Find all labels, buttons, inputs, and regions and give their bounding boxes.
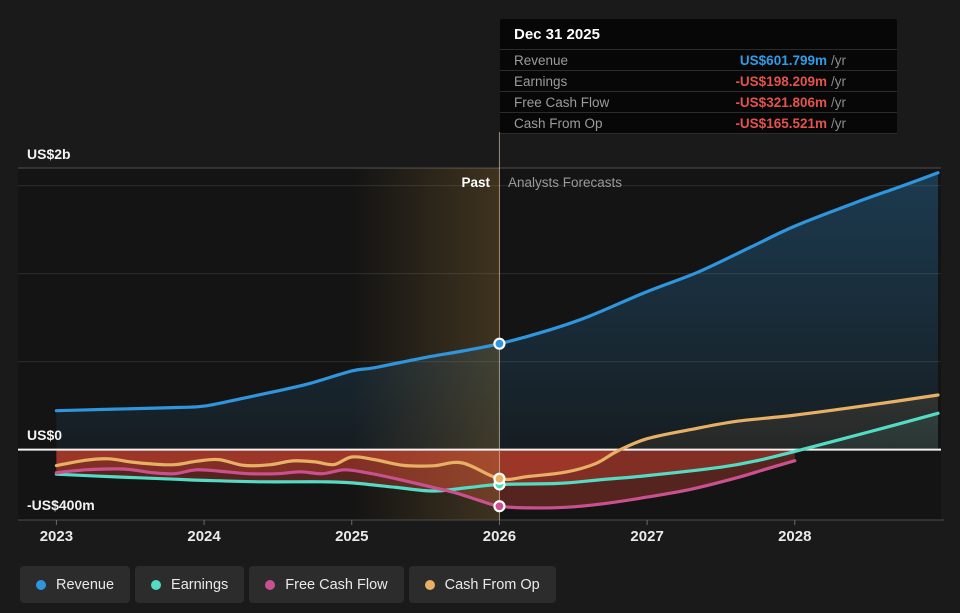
y-axis-label-max: US$2b xyxy=(27,146,71,162)
tooltip-panel: Dec 31 2025 Revenue US$601.799m/yr Earni… xyxy=(500,19,897,134)
x-tick-label: 2028 xyxy=(778,528,811,545)
x-tick-label: 2025 xyxy=(335,528,368,545)
tooltip-row-label: Cash From Op xyxy=(514,115,603,131)
legend-label: Revenue xyxy=(56,576,115,593)
tooltip-row-unit: /yr xyxy=(831,73,846,89)
y-axis-label-zero: US$0 xyxy=(27,427,63,443)
tooltip-row-label: Revenue xyxy=(514,52,569,68)
revenue-area-positive xyxy=(56,172,938,450)
legend-free-cash-flow-button[interactable]: Free Cash Flow xyxy=(249,566,404,603)
cash-from-op-area-positive xyxy=(56,395,938,450)
analysts-forecasts-label: Analysts Forecasts xyxy=(508,175,623,190)
legend-cash-from-op-button[interactable]: Cash From Op xyxy=(408,566,556,603)
tooltip-row-label: Free Cash Flow xyxy=(514,94,610,110)
legend-revenue-button[interactable]: Revenue xyxy=(20,566,131,603)
legend-label: Free Cash Flow xyxy=(285,576,388,593)
tooltip-row-value: -US$165.521m xyxy=(735,115,827,131)
revenue-data-point-dot[interactable] xyxy=(493,337,506,350)
tooltip-row-free-cash-flow: Free Cash Flow -US$321.806m/yr xyxy=(500,91,897,112)
free-cash-flow-dot-icon xyxy=(265,579,276,590)
free-cash-flow-data-point-dot[interactable] xyxy=(493,500,506,513)
tooltip-row-cash-from-op: Cash From Op -US$165.521m/yr xyxy=(500,112,897,134)
legend-label: Cash From Op xyxy=(444,576,540,593)
past-label: Past xyxy=(461,175,490,190)
free-cash-flow-line xyxy=(54,459,797,510)
earnings-dot-icon xyxy=(151,579,162,590)
y-axis-label-min: -US$400m xyxy=(27,497,95,513)
x-tick-label: 2023 xyxy=(40,528,73,545)
cash-from-op-data-point-dot[interactable] xyxy=(493,472,506,485)
tooltip-row-revenue: Revenue US$601.799m/yr xyxy=(500,49,897,70)
legend-earnings-button[interactable]: Earnings xyxy=(135,566,245,603)
tooltip-row-earnings: Earnings -US$198.209m/yr xyxy=(500,70,897,91)
tooltip-row-unit: /yr xyxy=(831,115,846,131)
legend: Revenue Earnings Free Cash Flow Cash Fro… xyxy=(20,566,556,603)
revenue-dot-icon xyxy=(36,579,46,590)
x-tick-label: 2024 xyxy=(187,528,221,545)
cash-from-op-line xyxy=(54,393,940,482)
tooltip-date-title: Dec 31 2025 xyxy=(514,26,600,43)
legend-label: Earnings xyxy=(171,576,229,593)
revenue-line xyxy=(54,171,940,413)
cash-from-op-dot-icon xyxy=(424,579,435,590)
tooltip-row-unit: /yr xyxy=(831,52,846,68)
tooltip-row-label: Earnings xyxy=(514,73,568,89)
earnings-line xyxy=(54,411,940,493)
x-tick-label: 2027 xyxy=(630,528,663,545)
tooltip-row-unit: /yr xyxy=(831,94,846,110)
x-tick-label: 2026 xyxy=(483,528,516,545)
tooltip-row-value: -US$321.806m xyxy=(735,94,827,110)
tooltip-row-value: US$601.799m xyxy=(739,52,827,68)
tooltip-row-value: -US$198.209m xyxy=(735,73,827,89)
